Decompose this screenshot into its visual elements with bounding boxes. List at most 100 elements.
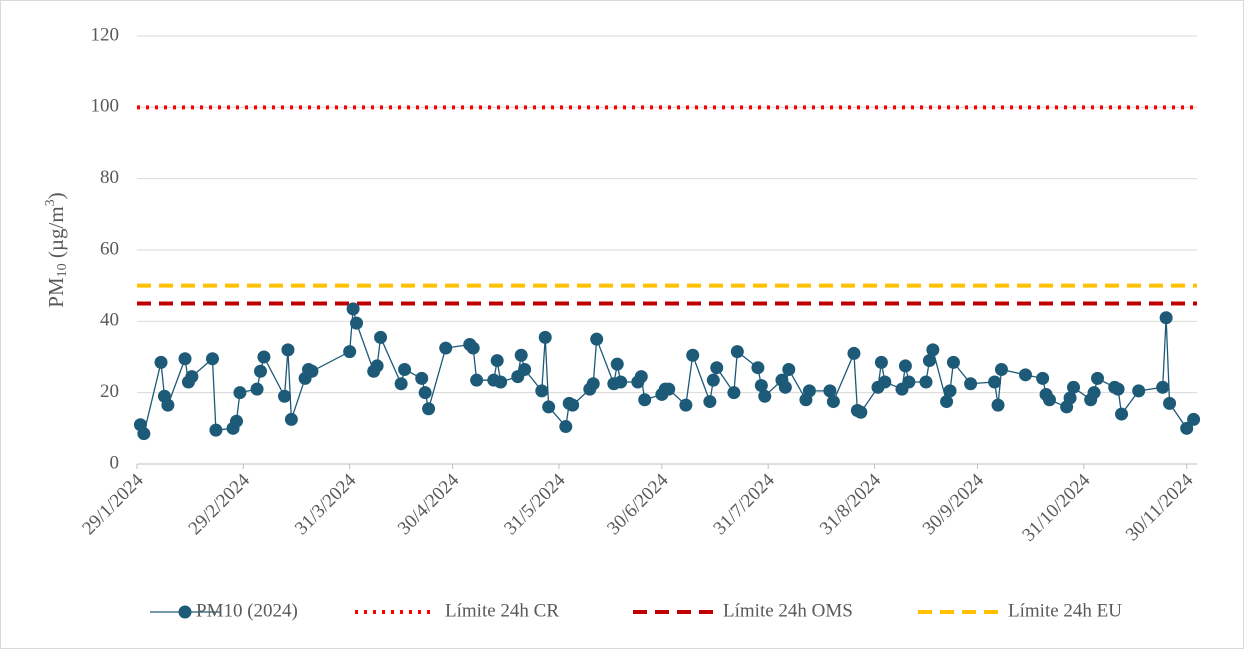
data-point [185,370,199,384]
data-point [1036,371,1050,385]
data-point [874,355,888,369]
data-point [854,405,868,419]
data-point [926,343,940,357]
data-point [686,348,700,362]
data-point [1163,396,1177,410]
data-point [782,362,796,376]
legend-label: Límite 24h OMS [723,600,853,621]
y-tick-label: 0 [110,452,120,473]
data-point [727,386,741,400]
data-point [422,402,436,416]
data-point [370,359,384,373]
data-point [394,377,408,391]
data-point [566,398,580,412]
data-point [940,395,954,409]
y-label-part: PM [44,277,68,308]
data-point [751,361,765,375]
data-point [1132,384,1146,398]
data-point [802,384,816,398]
data-point [161,398,175,412]
legend-label: Límite 24h EU [1008,600,1122,621]
data-point [1091,371,1105,385]
data-point [439,341,453,355]
y-tick-label: 80 [100,167,119,188]
data-point [919,375,933,389]
data-point [1180,421,1194,435]
data-point [1087,386,1101,400]
data-point [730,345,744,359]
y-tick-label: 60 [100,238,119,259]
data-point [778,380,792,394]
data-point [1111,382,1125,396]
y-tick-label: 20 [100,381,119,402]
data-point [994,362,1008,376]
data-point [1115,407,1129,421]
data-point [542,400,556,414]
data-point [1156,380,1170,394]
data-point [586,377,600,391]
data-point [374,330,388,344]
data-point [470,373,484,387]
data-point [634,370,648,384]
data-point [823,384,837,398]
data-point [535,384,549,398]
data-point [662,382,676,396]
y-tick-label: 100 [91,96,120,117]
data-point [398,362,412,376]
data-point [878,375,892,389]
data-point [137,427,151,441]
data-point [418,386,432,400]
data-point [178,352,192,366]
data-point [415,371,429,385]
data-point [902,375,916,389]
data-point [284,412,298,426]
data-point [233,386,247,400]
data-point [257,350,271,364]
data-point [538,330,552,344]
data-point [988,375,1002,389]
data-point [253,364,267,378]
data-point [559,420,573,434]
data-point [991,398,1005,412]
data-point [205,352,219,366]
data-point [964,377,978,391]
data-point [703,395,717,409]
data-point [706,373,720,387]
data-point [1063,391,1077,405]
legend-label: Límite 24h CR [445,600,559,621]
data-point [898,359,912,373]
data-point [614,375,628,389]
data-point [826,395,840,409]
y-label-sub: 10 [55,263,70,277]
data-point [250,382,264,396]
data-point [514,348,528,362]
data-point [610,357,624,371]
data-point [343,345,357,359]
data-point [922,354,936,368]
data-point [1187,412,1201,426]
y-tick-label: 40 [100,310,119,331]
data-point [1018,368,1032,382]
data-point [494,375,508,389]
y-axis-label: PM10 (µg/m3) [43,192,70,307]
data-point [466,341,480,355]
data-point [154,355,168,369]
data-point [946,355,960,369]
y-tick-label: 120 [91,24,120,45]
data-point [754,379,768,393]
data-point [229,414,243,428]
y-label-sup: 3 [43,199,58,206]
data-point [847,346,861,360]
data-point [1159,311,1173,325]
data-point [346,302,360,316]
data-point [350,316,364,330]
data-point [943,384,957,398]
data-point [758,389,772,403]
data-point [278,389,292,403]
data-point [490,354,504,368]
legend-label: PM10 (2024) [196,600,298,621]
data-point [1042,393,1056,407]
data-point [518,362,532,376]
data-point [281,343,295,357]
